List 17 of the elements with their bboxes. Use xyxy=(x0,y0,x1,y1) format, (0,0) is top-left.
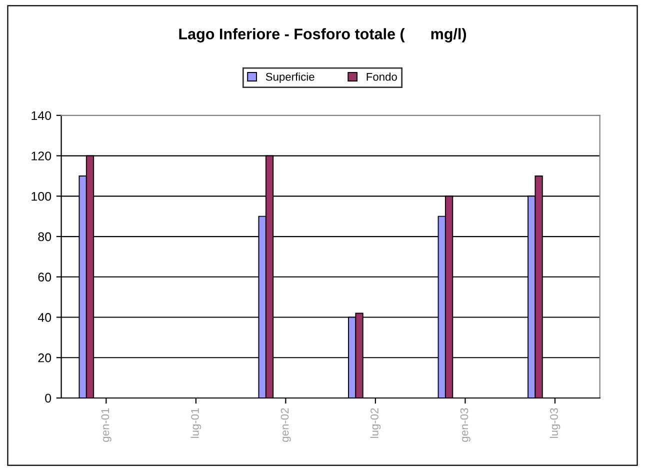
y-tick-label: 40 xyxy=(38,313,52,322)
x-tick-label: gen-02 xyxy=(280,408,291,442)
y-tick-label: 100 xyxy=(32,192,52,201)
y-tick-label: 0 xyxy=(45,394,52,403)
y-tick-label: 140 xyxy=(32,111,52,120)
x-tick-label: gen-03 xyxy=(460,408,470,442)
y-tick-label: 80 xyxy=(38,232,52,242)
x-tick-label: lug-02 xyxy=(370,408,381,438)
x-tick-label: lug-03 xyxy=(550,408,560,438)
legend-label: Superficie xyxy=(266,72,314,83)
y-tick-label: 60 xyxy=(38,272,52,282)
y-tick-label: 120 xyxy=(32,152,52,160)
y-tick-label: 20 xyxy=(38,353,52,362)
x-tick-label: gen-01 xyxy=(101,408,112,442)
chart-title: Lago Inferiore - Fosforo totale ( mg/l) xyxy=(179,28,466,42)
legend-label: Fondo xyxy=(366,72,397,81)
x-tick-label: lug-01 xyxy=(190,408,202,438)
